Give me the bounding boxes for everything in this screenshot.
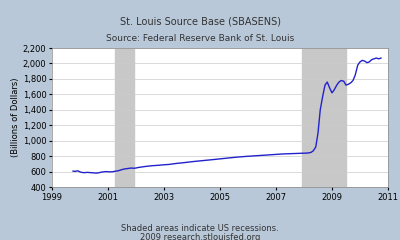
- Y-axis label: (Billions of Dollars): (Billions of Dollars): [11, 78, 20, 157]
- Bar: [115, 48, 134, 187]
- Bar: [302, 48, 346, 187]
- Text: 2009 research.stlouisfed.org: 2009 research.stlouisfed.org: [140, 233, 260, 240]
- Text: Source: Federal Reserve Bank of St. Louis: Source: Federal Reserve Bank of St. Loui…: [106, 34, 294, 43]
- Text: Shaded areas indicate US recessions.: Shaded areas indicate US recessions.: [121, 224, 279, 233]
- Text: St. Louis Source Base (SBASENS): St. Louis Source Base (SBASENS): [120, 17, 280, 27]
